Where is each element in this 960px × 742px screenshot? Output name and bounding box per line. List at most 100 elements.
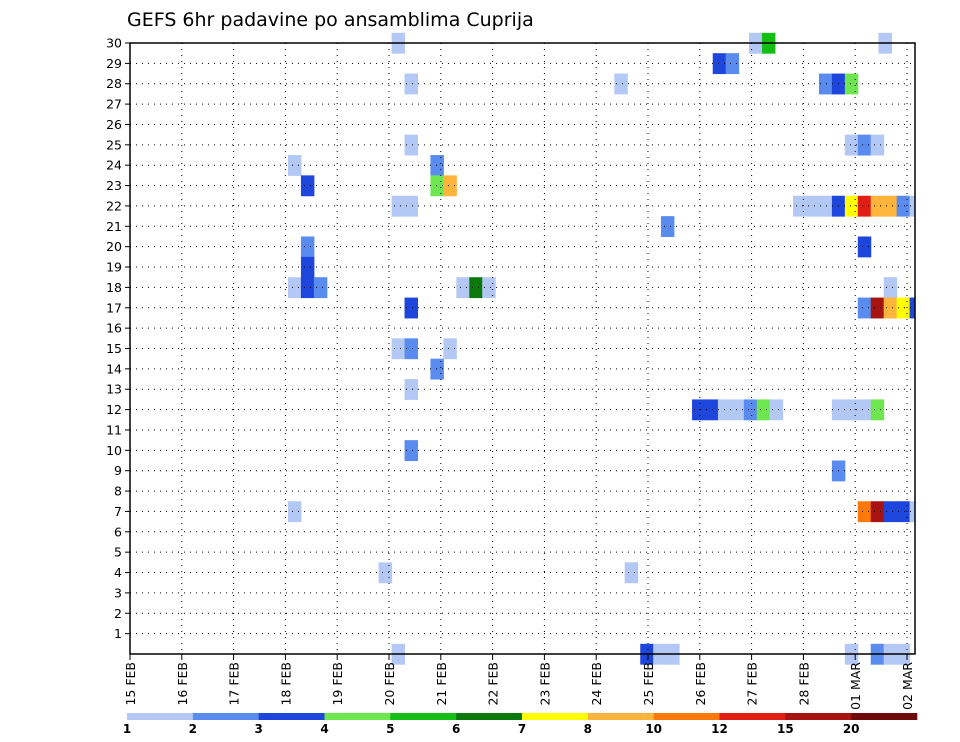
y-tick-label: 9 — [114, 463, 122, 478]
heatmap-cell — [756, 399, 771, 421]
heatmap-cell — [391, 338, 406, 360]
heatmap-cell — [870, 134, 885, 156]
heatmap-cell — [883, 501, 898, 523]
heatmap-cell — [443, 338, 457, 360]
heatmap-cell — [692, 399, 706, 421]
colorbar-swatch — [653, 713, 720, 720]
y-tick-label: 17 — [106, 300, 122, 315]
y-tick-label: 24 — [106, 158, 122, 173]
y-tick-label: 19 — [106, 260, 122, 275]
heatmap-cell — [870, 195, 885, 217]
colorbar-label: 2 — [189, 722, 197, 736]
colorbar-swatch — [851, 713, 918, 720]
heatmap-cell — [793, 195, 807, 217]
colorbar-label: 12 — [711, 722, 728, 736]
heatmap-cell — [300, 277, 315, 299]
x-tick-label: 20 FEB — [382, 662, 397, 706]
heatmap-cell — [300, 175, 315, 197]
x-tick-label: 24 FEB — [589, 662, 604, 706]
heatmap-cell — [430, 358, 444, 380]
heatmap-cell — [712, 53, 727, 75]
heatmap-cell — [883, 277, 898, 299]
heatmap-cell — [404, 440, 418, 462]
heatmap-cell — [896, 501, 911, 523]
y-tick-label: 2 — [114, 606, 122, 621]
y-tick-label: 28 — [106, 76, 122, 91]
colorbar: 1 2 3 4 5 6 7 8 10 12 15 20 — [123, 713, 918, 736]
heatmap-cell — [909, 297, 915, 319]
x-tick-label: 15 FEB — [123, 662, 138, 706]
heatmap-cell — [482, 277, 496, 299]
heatmap-cell — [300, 256, 315, 278]
heatmap-cell — [614, 73, 628, 95]
y-axis: 1234567891011121314151617181920212223242… — [106, 36, 130, 641]
x-tick-label: 26 FEB — [693, 662, 708, 706]
heatmap-cell — [857, 236, 872, 258]
heatmap-cell — [469, 277, 483, 299]
x-tick-label: 18 FEB — [278, 662, 293, 706]
heatmap-cell — [287, 501, 302, 523]
x-axis: 15 FEB 16 FEB 17 FEB 18 FEB 19 FEB 20 FEB 21 F… — [123, 654, 915, 710]
x-tick-label: 01 MAR — [848, 662, 863, 710]
heatmap-cell — [313, 277, 328, 299]
y-tick-label: 8 — [114, 484, 122, 499]
x-tick-label: 02 MAR — [900, 662, 915, 710]
y-tick-label: 14 — [106, 361, 122, 376]
y-tick-label: 16 — [106, 321, 122, 336]
plot-frame — [129, 42, 916, 655]
y-tick-label: 25 — [106, 137, 122, 152]
y-tick-label: 21 — [106, 219, 122, 234]
colorbar-swatch — [258, 713, 325, 720]
heatmap-cell — [378, 562, 393, 584]
colorbar-label: 4 — [320, 722, 328, 736]
x-tick-label: 23 FEB — [537, 662, 552, 706]
heatmap-cell — [430, 155, 444, 176]
colorbar-label: 7 — [518, 722, 526, 736]
x-tick-label: 25 FEB — [641, 662, 656, 706]
chart-title: GEFS 6hr padavine po ansamblima Cuprija — [127, 9, 534, 31]
heatmap-cell — [624, 562, 639, 584]
y-tick-label: 3 — [114, 585, 122, 600]
y-tick-label: 22 — [106, 198, 122, 213]
y-tick-label: 1 — [114, 626, 122, 641]
heatmap-cell — [857, 195, 872, 217]
colorbar-swatch — [192, 713, 259, 720]
y-tick-label: 30 — [106, 36, 122, 51]
y-tick-label: 7 — [114, 504, 122, 519]
colorbar-swatch — [456, 713, 523, 720]
y-tick-label: 18 — [106, 280, 122, 295]
heatmap-cell — [456, 277, 470, 299]
heatmap-cell — [404, 195, 418, 217]
heatmap-cell — [857, 501, 872, 523]
heatmap-cell — [287, 277, 302, 299]
y-tick-label: 26 — [106, 117, 122, 132]
heatmap-cell — [909, 501, 915, 523]
heatmap-cell — [300, 236, 315, 258]
heatmap-cell — [857, 134, 872, 156]
heatmap-cell — [857, 399, 872, 421]
heatmap-cell — [404, 338, 418, 360]
colorbar-label: 1 — [123, 722, 131, 736]
y-tick-label: 29 — [106, 56, 122, 71]
colorbar-swatch — [390, 713, 457, 720]
x-tick-label: 21 FEB — [434, 662, 449, 706]
heatmap-cell — [287, 155, 302, 176]
heatmap-cell — [660, 216, 675, 237]
heatmap-cell — [818, 73, 833, 95]
x-tick-label: 16 FEB — [175, 662, 190, 706]
y-tick-label: 27 — [106, 97, 122, 112]
colorbar-swatch — [522, 713, 589, 720]
colorbar-label: 20 — [843, 722, 860, 736]
heatmap-cell — [844, 73, 859, 95]
heatmap-cell — [870, 297, 885, 319]
colorbar-label: 5 — [386, 722, 394, 736]
heatmap-cell — [404, 379, 418, 400]
colorbar-swatch — [785, 713, 852, 720]
heatmap-cell — [404, 73, 418, 95]
y-tick-label: 6 — [114, 524, 122, 539]
y-tick-label: 4 — [114, 565, 122, 580]
heatmap-cell — [391, 195, 406, 217]
x-tick-label: 17 FEB — [227, 662, 242, 706]
heatmap-cell — [743, 399, 758, 421]
